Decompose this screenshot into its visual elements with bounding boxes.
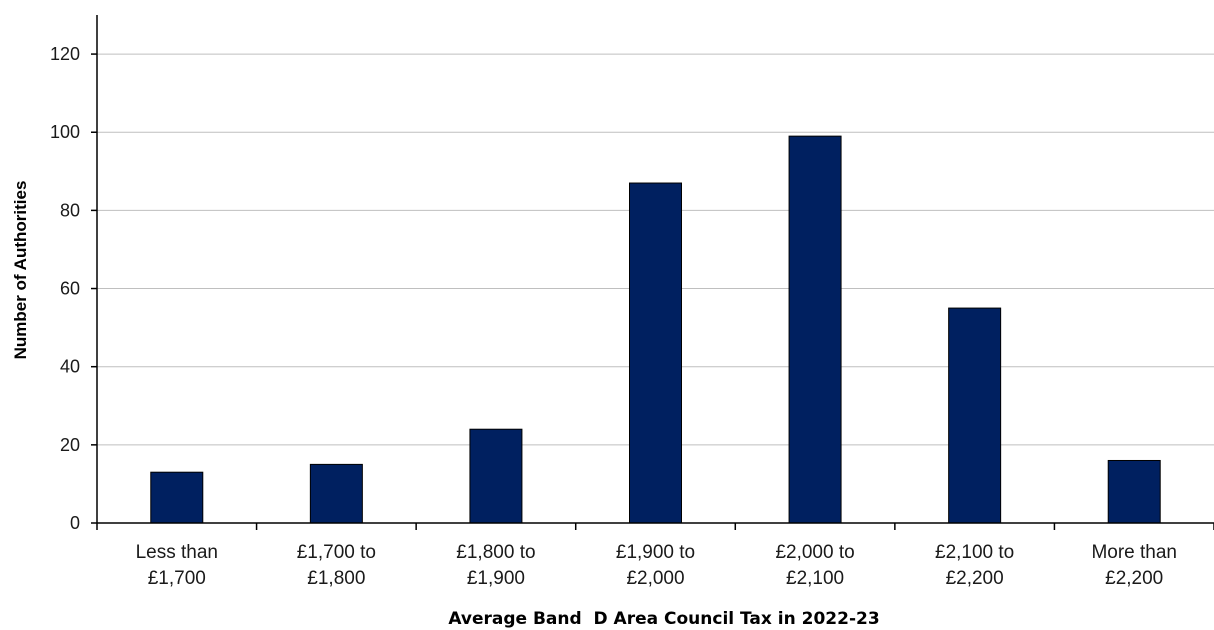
y-tick-label: 20: [60, 435, 80, 455]
y-tick-label: 80: [60, 200, 80, 220]
bar: [1107, 459, 1161, 524]
category-label: £2,000 to £2,100: [775, 542, 854, 589]
y-tick-label: 60: [60, 279, 80, 299]
category-label: £2,100 to £2,200: [935, 542, 1014, 589]
bar: [309, 463, 363, 524]
x-axis-title: Average Band D Area Council Tax in 2022-…: [448, 609, 879, 629]
y-axis-title: Number of Authorities: [11, 181, 30, 360]
category-label: £1,700 to £1,800: [297, 542, 376, 589]
category-label: More than £2,200: [1091, 542, 1177, 589]
axes: [91, 15, 1214, 530]
bar: [469, 428, 523, 524]
y-tick-label: 120: [50, 44, 80, 64]
bar: [948, 307, 1002, 524]
bar: [788, 135, 842, 524]
category-label: £1,800 to £1,900: [456, 542, 535, 589]
x-category-labels: Less than £1,700 £1,700 to £1,800 £1,800 to £…: [136, 542, 1177, 589]
category-label: Less than £1,700: [136, 542, 218, 589]
bar: [629, 182, 682, 524]
y-tick-label: 100: [50, 122, 80, 142]
y-tick-label: 0: [70, 513, 80, 533]
category-label: £1,900 to £2,000: [616, 542, 695, 589]
y-tick-labels: 0 20 40 60 80 100 120: [50, 44, 80, 533]
bars: [150, 135, 1161, 524]
bar: [150, 471, 204, 524]
y-tick-label: 40: [60, 357, 80, 377]
